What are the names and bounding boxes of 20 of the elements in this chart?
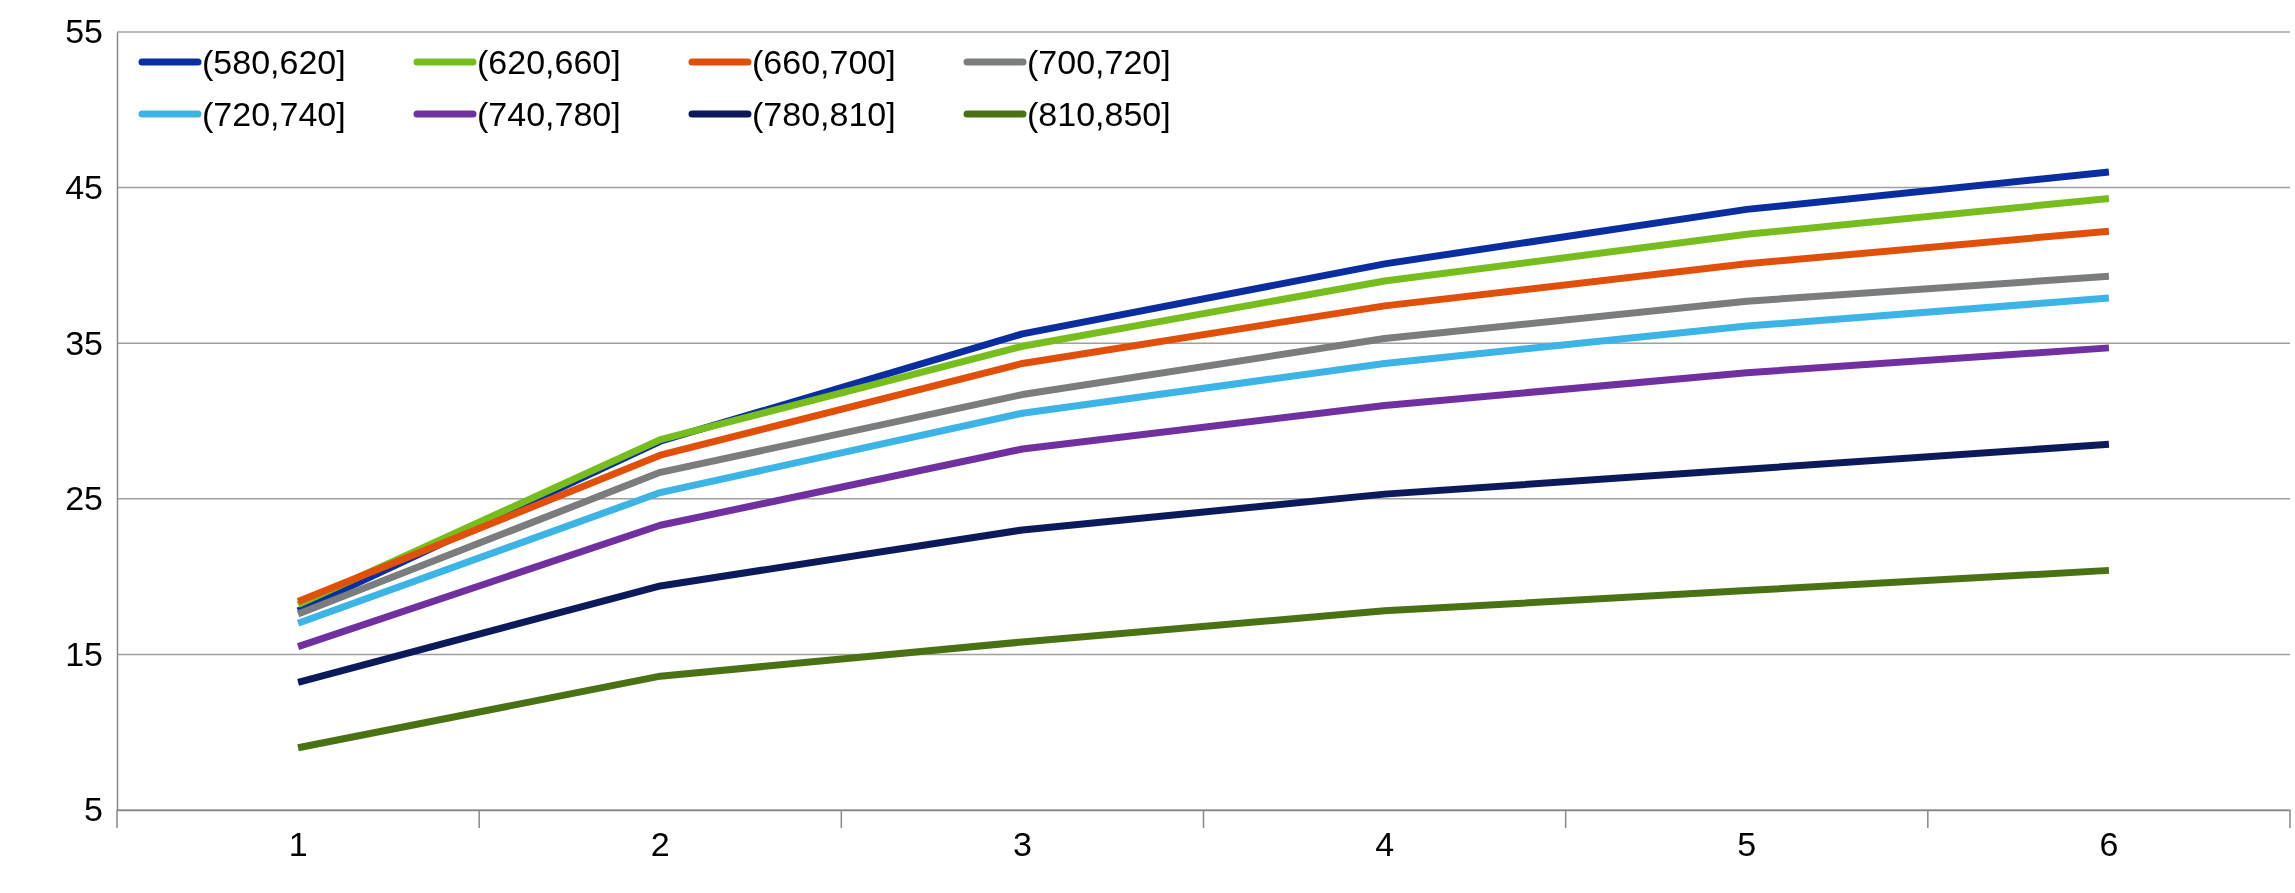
y-tick-label: 5 xyxy=(84,790,103,829)
legend-label: (780,810] xyxy=(752,94,896,133)
x-tick-label: 4 xyxy=(1375,825,1395,864)
y-tick-label: 15 xyxy=(65,634,103,673)
legend-label: (810,850] xyxy=(1027,94,1171,133)
legend-label: (660,700] xyxy=(752,42,896,81)
x-tick-label: 6 xyxy=(2099,825,2119,864)
y-tick-label: 35 xyxy=(65,323,103,362)
x-tick-label: 3 xyxy=(1012,825,1032,864)
y-tick-label: 45 xyxy=(65,167,103,206)
legend-label: (720,740] xyxy=(202,94,346,133)
legend-label: (700,720] xyxy=(1027,42,1171,81)
x-tick-label: 2 xyxy=(650,825,670,864)
y-tick-label: 25 xyxy=(65,479,103,518)
legend-label: (740,780] xyxy=(477,94,621,133)
x-tick-label: 1 xyxy=(288,825,308,864)
x-tick-label: 5 xyxy=(1737,825,1757,864)
legend-label: (620,660] xyxy=(477,42,621,81)
legend-label: (580,620] xyxy=(202,42,346,81)
y-tick-label: 55 xyxy=(65,12,103,51)
